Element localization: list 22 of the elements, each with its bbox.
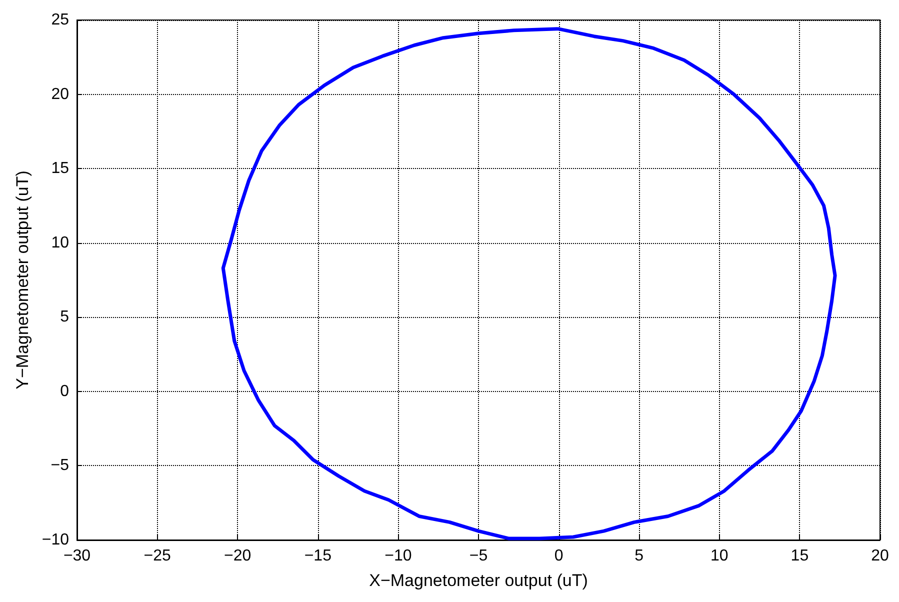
x-tick-label: 20 — [871, 548, 889, 564]
x-tick-label: 10 — [710, 548, 728, 564]
x-tick-label: −5 — [469, 548, 488, 564]
y-tick-label: −10 — [42, 532, 70, 548]
x-tick-label: −25 — [144, 548, 171, 564]
x-tick-label: 0 — [554, 548, 564, 564]
y-tick-label: 15 — [51, 160, 70, 178]
x-tick-label: −15 — [304, 548, 332, 564]
line-series — [221, 27, 837, 540]
x-tick-label: 5 — [634, 548, 644, 564]
x-tick-label: −30 — [63, 548, 91, 564]
y-tick-label: 25 — [51, 12, 70, 28]
y-tick-label: 5 — [60, 308, 70, 326]
x-tick-label: 15 — [790, 548, 809, 564]
y-axis-title: Y−Magnetometer output (uT) — [12, 170, 32, 390]
y-tick-label: −5 — [50, 457, 70, 474]
x-tick-label: −10 — [384, 548, 412, 564]
y-tick-label: 0 — [60, 382, 70, 400]
x-axis-title: X−Magnetometer output (uT) — [369, 571, 588, 590]
y-tick-label: 20 — [51, 86, 70, 103]
x-tick-label: −20 — [224, 548, 252, 564]
y-tick-label: 10 — [51, 234, 70, 252]
